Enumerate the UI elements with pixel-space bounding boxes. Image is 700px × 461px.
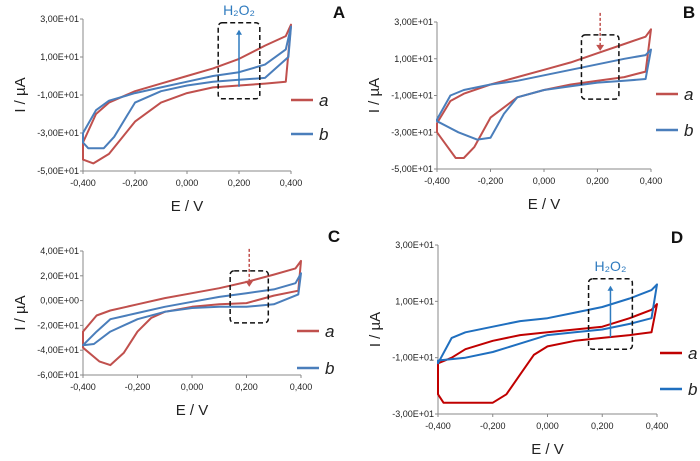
arrow-head xyxy=(236,29,242,35)
panel-letter: B xyxy=(683,3,695,22)
legend-label-a: a xyxy=(325,322,334,341)
y-tick-label: -3,00E+01 xyxy=(37,128,79,138)
x-axis-title: E / V xyxy=(528,196,561,213)
x-axis-title: E / V xyxy=(176,402,209,419)
y-axis-title: I / µA xyxy=(367,312,384,347)
h2o2-label: H₂O₂ xyxy=(595,258,627,274)
x-axis-title: E / V xyxy=(171,198,204,215)
y-tick-label: -1,00E+01 xyxy=(392,353,434,363)
panel-C: 4,00E+01 2,00E+01 0,00E+00 -2,00E+01 -4,00E+… xyxy=(12,227,340,419)
series-a-curve xyxy=(82,259,302,367)
y-tick-label: 1,00E+01 xyxy=(395,296,434,306)
panel-letter: A xyxy=(333,3,345,22)
y-tick-label: -5,00E+01 xyxy=(37,166,79,176)
x-tick-label: -0,200 xyxy=(480,421,506,431)
series-a-curve xyxy=(437,303,658,404)
x-tick-label: 0,400 xyxy=(280,178,303,188)
panel-B: 3,00E+01 1,00E+01 -1,00E+01 -3,00E+01 -5,00E… xyxy=(366,3,695,213)
y-tick-label: -1,00E+01 xyxy=(391,91,433,101)
y-tick-label: -5,00E+01 xyxy=(391,164,433,174)
legend-label-b: b xyxy=(688,380,697,399)
x-tick-label: -0,400 xyxy=(70,382,96,392)
y-tick-label: 3,00E+01 xyxy=(394,17,433,27)
arrow-head xyxy=(607,285,614,291)
x-axis-title: E / V xyxy=(531,441,564,458)
x-tick-label: 0,200 xyxy=(235,382,258,392)
x-tick-label: 0,200 xyxy=(228,178,251,188)
arrow-head xyxy=(596,44,605,51)
y-axis-title: I / µA xyxy=(12,295,29,330)
y-tick-label: 2,00E+01 xyxy=(40,271,79,281)
legend-label-a: a xyxy=(319,91,328,110)
legend-label-b: b xyxy=(325,359,334,378)
y-tick-label: 3,00E+01 xyxy=(395,240,434,250)
y-tick-label: -1,00E+01 xyxy=(37,90,79,100)
series-b-curve xyxy=(82,25,292,150)
y-tick-label: -2,00E+01 xyxy=(37,320,79,330)
x-tick-label: 0,200 xyxy=(586,176,609,186)
x-tick-label: -0,400 xyxy=(70,178,96,188)
series-a-curve xyxy=(436,28,652,159)
y-tick-label: 0,00E+00 xyxy=(40,296,79,306)
x-tick-label: 0,000 xyxy=(176,178,199,188)
x-tick-label: -0,200 xyxy=(122,178,148,188)
legend-label-b: b xyxy=(684,121,693,140)
x-tick-label: -0,200 xyxy=(478,176,504,186)
panel-letter: C xyxy=(328,227,340,246)
series-b-curve xyxy=(82,272,302,347)
x-tick-label: -0,400 xyxy=(425,421,451,431)
annotation-box xyxy=(580,34,620,100)
y-tick-label: -3,00E+01 xyxy=(391,127,433,137)
y-tick-label: 1,00E+01 xyxy=(40,52,79,62)
h2o2-label: H₂O₂ xyxy=(223,2,255,18)
x-tick-label: 0,000 xyxy=(533,176,556,186)
legend-label-b: b xyxy=(319,125,328,144)
annotation-box xyxy=(587,278,634,350)
y-tick-label: 1,00E+01 xyxy=(394,54,433,64)
x-tick-label: 0,400 xyxy=(646,421,669,431)
y-tick-label: -4,00E+01 xyxy=(37,345,79,355)
x-tick-label: 0,400 xyxy=(640,176,663,186)
y-tick-label: -6,00E+01 xyxy=(37,370,79,380)
y-tick-label: 3,00E+01 xyxy=(40,14,79,24)
series-b-curve xyxy=(437,283,658,365)
y-axis-title: I / µA xyxy=(12,77,29,112)
series-b-curve xyxy=(436,48,652,141)
panel-D: 3,00E+01 1,00E+01 -1,00E+01 -3,00E+01 -0,400… xyxy=(367,228,697,458)
legend-label-a: a xyxy=(688,344,697,363)
x-tick-label: 0,000 xyxy=(536,421,559,431)
panel-letter: D xyxy=(671,228,683,247)
x-tick-label: 0,200 xyxy=(591,421,614,431)
x-tick-label: -0,400 xyxy=(424,176,450,186)
x-tick-label: 0,400 xyxy=(290,382,313,392)
arrow-head xyxy=(245,280,254,287)
y-axis-title: I / µA xyxy=(366,78,383,113)
x-tick-label: 0,000 xyxy=(181,382,204,392)
y-tick-label: 4,00E+01 xyxy=(40,246,79,256)
x-tick-label: -0,200 xyxy=(125,382,151,392)
annotation-box xyxy=(217,22,261,100)
legend-label-a: a xyxy=(684,85,693,104)
annotation-box xyxy=(229,270,270,324)
y-tick-label: -3,00E+01 xyxy=(392,409,434,419)
panel-A: 3,00E+01 1,00E+01 -1,00E+01 -3,00E+01 -5,00E… xyxy=(12,2,345,215)
